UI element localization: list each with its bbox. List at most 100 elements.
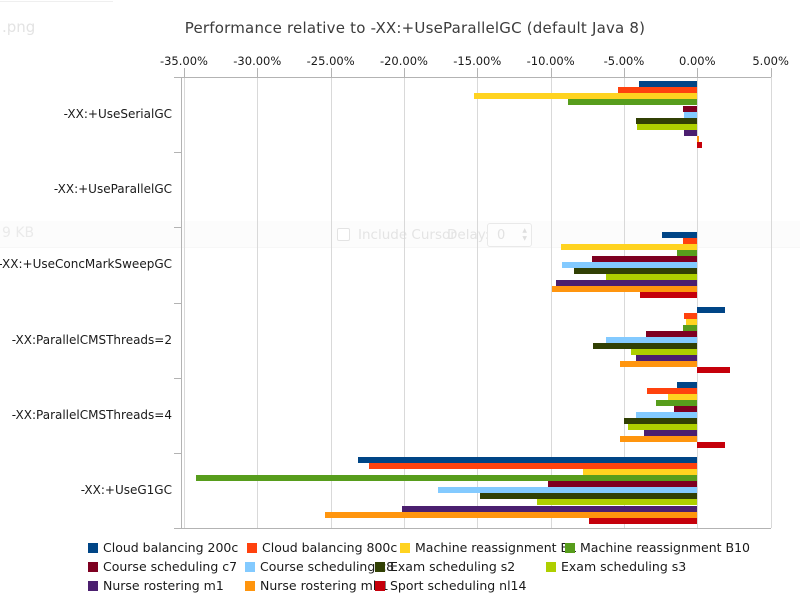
category-label-5: -XX:+UseG1GC xyxy=(80,482,172,497)
y-axis-tick xyxy=(174,452,181,454)
bar-exam-scheduling-s3-4 xyxy=(628,424,698,431)
x-axis-tick-label: 0.00% xyxy=(679,54,716,68)
spin-up-icon[interactable]: ▲ xyxy=(522,227,527,234)
legend-item-exam-scheduling-s3: Exam scheduling s3 xyxy=(546,559,686,574)
bar-course-scheduling-c8-4 xyxy=(635,412,698,419)
bar-machine-reassignment-b1-4 xyxy=(667,394,698,401)
bar-exam-scheduling-s2-4 xyxy=(623,418,698,425)
bar-exam-scheduling-s3-3 xyxy=(631,349,698,356)
bar-nurse-rostering-mh1-3 xyxy=(619,361,698,368)
include-cursor-checkbox[interactable] xyxy=(337,228,350,241)
legend-item-sport-scheduling-nl14: Sport scheduling nl14 xyxy=(375,578,526,593)
bar-nurse-rostering-mh1-4 xyxy=(619,436,698,443)
bar-cloud-balancing-200c-5 xyxy=(358,457,698,464)
bar-cloud-balancing-200c-4 xyxy=(676,381,698,388)
x-axis-tick-label: -15.00% xyxy=(453,54,502,68)
bar-machine-reassignment-b10-4 xyxy=(656,400,698,407)
x-axis-tick xyxy=(770,68,772,77)
category-label-1: -XX:+UseParallelGC xyxy=(53,182,172,197)
y-axis-tick xyxy=(174,528,181,529)
y-axis-tick xyxy=(174,302,181,304)
legend-item-exam-scheduling-s2: Exam scheduling s2 xyxy=(375,559,515,574)
bar-course-scheduling-c8-0 xyxy=(684,111,698,118)
delay-spinbox[interactable]: 0 ▲ ▼ xyxy=(487,223,532,247)
bar-nurse-rostering-m1-2 xyxy=(556,280,698,287)
legend-item-machine-reassignment-b1: Machine reassignment B1 xyxy=(400,540,577,555)
legend-label: Cloud balancing 800c xyxy=(262,540,398,555)
bar-cloud-balancing-800c-5 xyxy=(368,463,698,470)
x-axis-tick-label: -25.00% xyxy=(306,54,355,68)
bar-sport-scheduling-nl14-5 xyxy=(588,517,698,524)
legend-label: Cloud balancing 200c xyxy=(103,540,239,555)
bar-machine-reassignment-b1-2 xyxy=(560,243,698,250)
x-axis-tick-label: -10.00% xyxy=(526,54,575,68)
bar-machine-reassignment-b1-0 xyxy=(474,93,698,100)
bar-machine-reassignment-b1-3 xyxy=(686,318,698,325)
x-gridline-0.00% xyxy=(697,77,699,528)
bar-machine-reassignment-b10-5 xyxy=(195,475,698,482)
bar-course-scheduling-c8-2 xyxy=(562,261,698,268)
bar-machine-reassignment-b10-2 xyxy=(676,249,698,256)
bar-nurse-rostering-mh1-5 xyxy=(324,511,698,518)
x-gridline--20.00% xyxy=(403,77,405,528)
bar-course-scheduling-c8-5 xyxy=(437,487,698,494)
legend-swatch xyxy=(375,581,385,591)
bar-machine-reassignment-b1-5 xyxy=(582,469,698,476)
legend-item-machine-reassignment-b10: Machine reassignment B10 xyxy=(565,540,750,555)
file-size-label: 9 KB xyxy=(2,225,35,241)
bar-nurse-rostering-m1-4 xyxy=(644,430,698,437)
x-axis-tick xyxy=(623,68,625,77)
legend-swatch xyxy=(88,581,98,591)
x-axis-tick xyxy=(477,68,479,77)
spin-down-icon[interactable]: ▼ xyxy=(522,235,527,242)
x-gridline--25.00% xyxy=(330,77,332,528)
y-axis-tick xyxy=(174,152,181,154)
delay-value: 0 xyxy=(497,228,506,243)
y-axis-tick xyxy=(174,227,181,229)
legend-item-nurse-rostering-m1: Nurse rostering m1 xyxy=(88,578,224,593)
legend-label: Exam scheduling s3 xyxy=(561,559,687,574)
x-gridline--10.00% xyxy=(550,77,552,528)
category-label-4: -XX:ParallelCMSThreads=4 xyxy=(11,407,172,422)
legend-swatch xyxy=(88,543,98,553)
bar-exam-scheduling-s2-2 xyxy=(574,267,698,274)
bar-sport-scheduling-nl14-2 xyxy=(640,292,698,299)
delay-label: Delay: xyxy=(447,227,490,243)
bar-exam-scheduling-s2-0 xyxy=(635,117,698,124)
legend-swatch xyxy=(88,562,98,572)
legend-label: Nurse rostering mh1 xyxy=(260,578,389,593)
bar-nurse-rostering-m1-0 xyxy=(684,129,698,136)
legend-label: Course scheduling c8 xyxy=(260,559,395,574)
filename-fragment: .png xyxy=(2,18,36,36)
bar-nurse-rostering-m1-5 xyxy=(402,505,698,512)
bar-cloud-balancing-800c-2 xyxy=(683,237,698,244)
category-label-2: -XX:+UseConcMarkSweepGC xyxy=(0,257,172,272)
legend-item-cloud-balancing-800c: Cloud balancing 800c xyxy=(247,540,397,555)
legend-swatch xyxy=(400,543,410,553)
bar-exam-scheduling-s2-5 xyxy=(480,493,698,500)
legend-swatch xyxy=(565,543,575,553)
bar-course-scheduling-c7-3 xyxy=(645,331,698,337)
x-axis-tick-label: -30.00% xyxy=(233,54,282,68)
x-axis-tick xyxy=(697,68,699,77)
bar-course-scheduling-c7-5 xyxy=(547,481,698,488)
legend-swatch xyxy=(247,543,257,553)
window-edge-line xyxy=(0,1,113,2)
x-gridline--15.00% xyxy=(477,77,479,528)
plot-bottom-line xyxy=(181,528,771,529)
x-gridline-5.00% xyxy=(770,77,772,528)
legend-label: Machine reassignment B1 xyxy=(415,540,578,555)
bar-cloud-balancing-200c-0 xyxy=(638,81,698,88)
bar-machine-reassignment-b10-3 xyxy=(683,324,698,331)
x-axis-tick-label: 5.00% xyxy=(752,54,789,68)
x-axis-tick xyxy=(257,68,259,77)
bar-course-scheduling-c7-4 xyxy=(673,406,698,413)
category-label-0: -XX:+UseSerialGC xyxy=(63,107,172,122)
y-axis-line xyxy=(181,77,182,528)
bar-cloud-balancing-800c-4 xyxy=(647,388,698,395)
bar-machine-reassignment-b10-0 xyxy=(568,99,698,106)
bar-exam-scheduling-s3-0 xyxy=(637,123,698,130)
bar-exam-scheduling-s3-5 xyxy=(537,499,698,506)
category-label-3: -XX:ParallelCMSThreads=2 xyxy=(11,332,172,347)
